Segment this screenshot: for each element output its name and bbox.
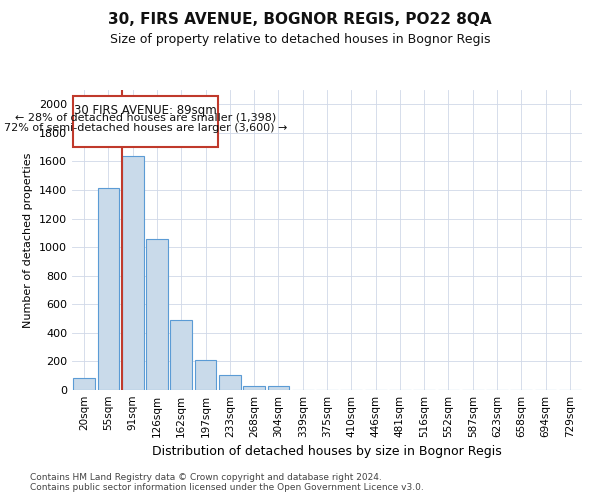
Bar (97, 188, 119, 390)
Text: 30, FIRS AVENUE, BOGNOR REGIS, PO22 8QA: 30, FIRS AVENUE, BOGNOR REGIS, PO22 8QA (108, 12, 492, 28)
Text: ← 28% of detached houses are smaller (1,398): ← 28% of detached houses are smaller (1,… (15, 113, 276, 123)
Bar (194, 360, 217, 390)
Text: 30 FIRS AVENUE: 89sqm: 30 FIRS AVENUE: 89sqm (74, 104, 217, 117)
Bar (243, 386, 265, 390)
Text: 72% of semi-detached houses are larger (3,600) →: 72% of semi-detached houses are larger (… (4, 123, 287, 133)
Bar (219, 375, 241, 390)
Text: Contains HM Land Registry data © Crown copyright and database right 2024.
Contai: Contains HM Land Registry data © Crown c… (30, 473, 424, 492)
Bar (73, 378, 95, 390)
Bar (170, 320, 192, 390)
Bar (268, 386, 289, 390)
FancyBboxPatch shape (73, 96, 218, 147)
Bar (146, 240, 168, 390)
Text: Size of property relative to detached houses in Bognor Regis: Size of property relative to detached ho… (110, 32, 490, 46)
Bar (122, 156, 143, 390)
Y-axis label: Number of detached properties: Number of detached properties (23, 152, 34, 328)
X-axis label: Distribution of detached houses by size in Bognor Regis: Distribution of detached houses by size … (152, 446, 502, 458)
